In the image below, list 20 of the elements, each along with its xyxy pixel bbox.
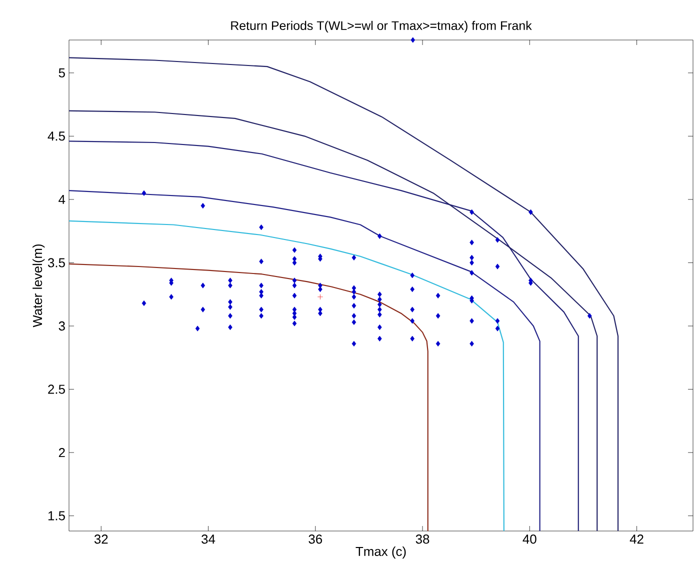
y-tick-label: 1.5: [48, 511, 65, 520]
x-tick-label: 42: [630, 534, 644, 544]
y-tick-label: 3: [58, 321, 65, 331]
y-tick-label: 5: [58, 68, 65, 78]
y-tick-label: 3.5: [48, 258, 65, 268]
chart-title: Return Periods T(WL>=wl or Tmax>=tmax) from Frank: [231, 20, 532, 32]
line-series: [68, 190, 540, 532]
y-tick-label: 4: [58, 194, 66, 204]
x-tick-label: 38: [416, 534, 430, 544]
x-tick-label: 34: [202, 534, 216, 544]
y-tick-label: 4.5: [48, 132, 65, 141]
x-tick-label: 32: [94, 534, 108, 544]
y-tick-label: 2.5: [48, 384, 65, 394]
x-tick-label: 36: [308, 534, 322, 544]
line-series: [68, 263, 428, 532]
x-tick-label: 40: [522, 534, 536, 544]
x-axis-title: Tmax (c): [356, 546, 406, 559]
line-series: [68, 220, 504, 532]
y-axis-title: Water level(m): [32, 244, 45, 328]
y-tick-label: 2: [58, 448, 65, 458]
